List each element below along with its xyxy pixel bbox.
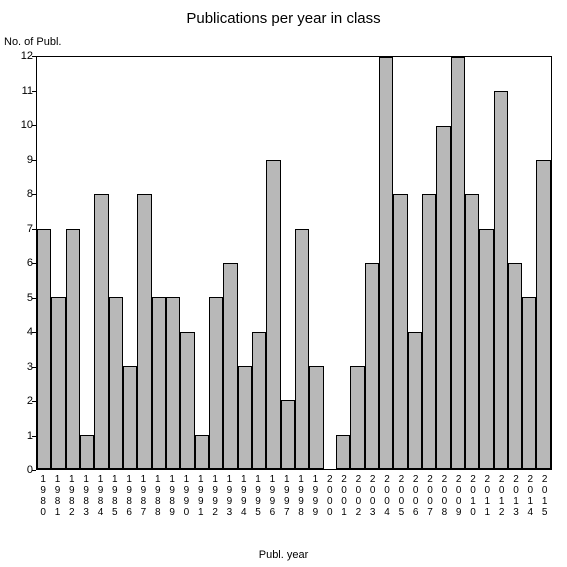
x-tick-label: 1986 (122, 474, 136, 518)
bar (281, 400, 295, 469)
bars-row (37, 57, 551, 469)
x-tick-label: 1991 (194, 474, 208, 518)
x-tick-label: 2003 (366, 474, 380, 518)
x-tick-label: 1998 (294, 474, 308, 518)
chart-container: Publications per year in class No. of Pu… (0, 0, 567, 567)
x-tick-label: 1999 (308, 474, 322, 518)
bar (393, 194, 407, 469)
x-tick-label: 1996 (265, 474, 279, 518)
x-tick-label: 1989 (165, 474, 179, 518)
bar (436, 126, 450, 469)
bar (209, 297, 223, 469)
x-tick-label: 1994 (237, 474, 251, 518)
x-tick-label: 2014 (523, 474, 537, 518)
x-tick-label: 1983 (79, 474, 93, 518)
x-tick-label: 1995 (251, 474, 265, 518)
bar (536, 160, 550, 469)
bar (350, 366, 364, 469)
x-tick-label: 2011 (480, 474, 494, 518)
x-tick-label: 1987 (136, 474, 150, 518)
bar (266, 160, 280, 469)
x-tick-label: 2009 (452, 474, 466, 518)
bar (465, 194, 479, 469)
bar (379, 57, 393, 469)
bar (508, 263, 522, 469)
x-tick-label: 1988 (151, 474, 165, 518)
bar (37, 229, 51, 469)
bar (522, 297, 536, 469)
x-tick-label: 2007 (423, 474, 437, 518)
bar (137, 194, 151, 469)
bar (51, 297, 65, 469)
x-tick-label: 1985 (108, 474, 122, 518)
bar (152, 297, 166, 469)
x-tick-label: 2012 (495, 474, 509, 518)
bar (109, 297, 123, 469)
plot-area (36, 56, 552, 470)
chart-title: Publications per year in class (0, 10, 567, 27)
x-tick-label: 1997 (280, 474, 294, 518)
bar (195, 435, 209, 469)
x-tick-label: 1982 (65, 474, 79, 518)
x-tick-label: 1980 (36, 474, 50, 518)
bar (66, 229, 80, 469)
bar (180, 332, 194, 469)
x-tick-label: 2000 (323, 474, 337, 518)
bar (451, 57, 465, 469)
x-tick-label: 1981 (50, 474, 64, 518)
bar (252, 332, 266, 469)
y-axis-label: No. of Publ. (4, 36, 61, 48)
x-tick-label: 2013 (509, 474, 523, 518)
bar (336, 435, 350, 469)
bar (223, 263, 237, 469)
x-tick-label: 2002 (351, 474, 365, 518)
y-tick-mark (32, 470, 36, 471)
bar (309, 366, 323, 469)
x-tick-label: 2001 (337, 474, 351, 518)
bar (494, 91, 508, 469)
x-tick-label: 2005 (394, 474, 408, 518)
x-tick-label: 1992 (208, 474, 222, 518)
x-tick-label: 2006 (409, 474, 423, 518)
bar (422, 194, 436, 469)
x-axis-label: Publ. year (0, 549, 567, 561)
x-tick-label: 2010 (466, 474, 480, 518)
bar (238, 366, 252, 469)
bar (166, 297, 180, 469)
x-tick-label: 2004 (380, 474, 394, 518)
x-tick-label: 1993 (222, 474, 236, 518)
bar (479, 229, 493, 469)
x-axis-labels: 1980198119821983198419851986198719881989… (36, 474, 552, 518)
x-tick-label: 2015 (537, 474, 551, 518)
bar (295, 229, 309, 469)
bar (408, 332, 422, 469)
bar (365, 263, 379, 469)
x-tick-label: 1984 (93, 474, 107, 518)
bar (80, 435, 94, 469)
x-tick-label: 1990 (179, 474, 193, 518)
bar (123, 366, 137, 469)
bar (94, 194, 108, 469)
x-tick-label: 2008 (437, 474, 451, 518)
